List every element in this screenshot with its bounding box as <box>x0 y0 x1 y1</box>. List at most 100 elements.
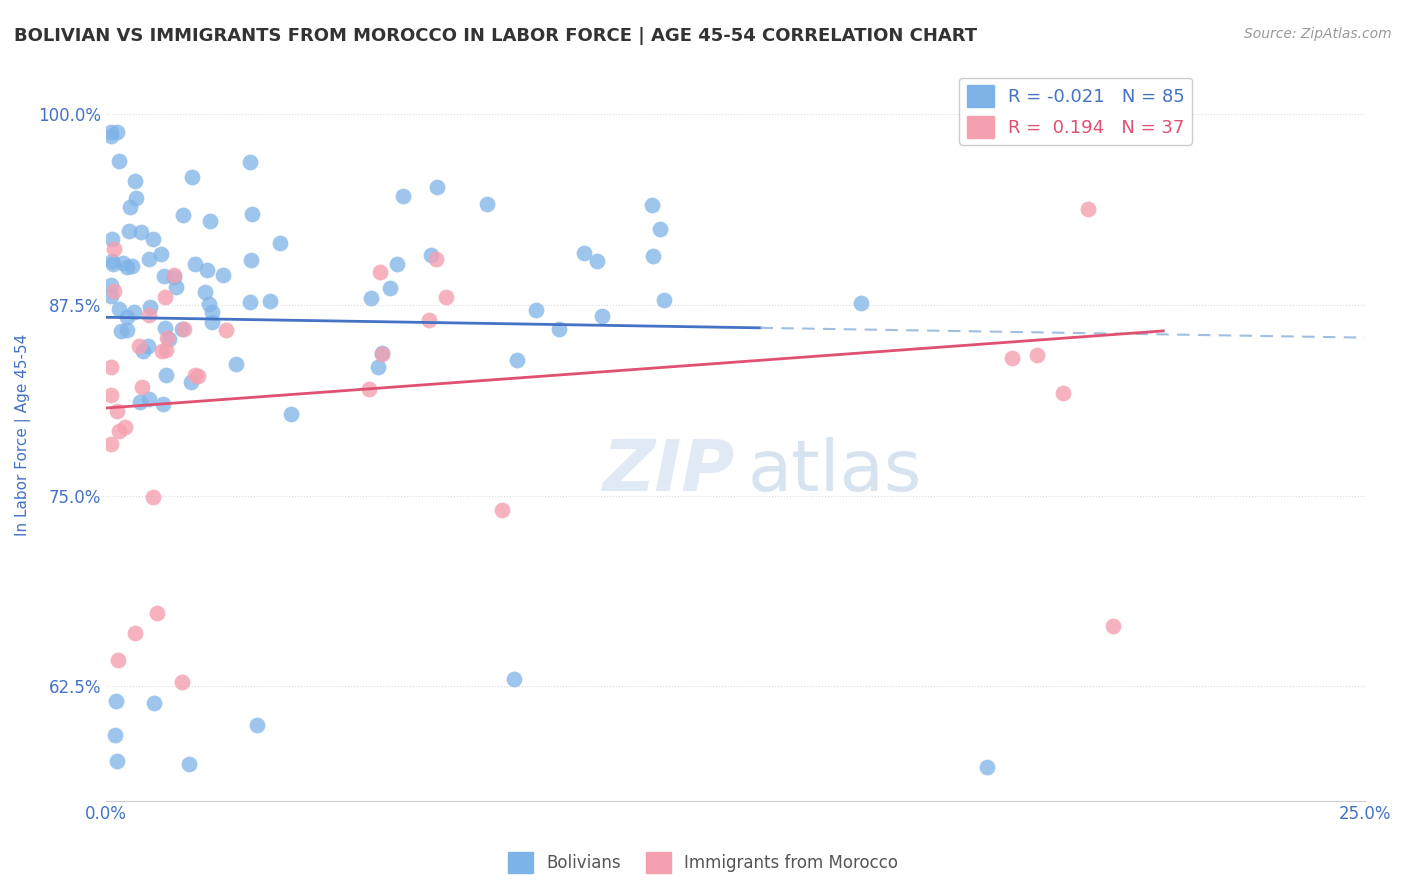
Point <box>153 290 176 304</box>
Point <box>100 359 122 374</box>
Point <box>162 270 184 285</box>
Point <box>648 222 671 236</box>
Point <box>107 424 129 438</box>
Point <box>131 380 153 394</box>
Point <box>477 196 499 211</box>
Point <box>378 280 401 294</box>
Point <box>105 404 128 418</box>
Point <box>187 368 209 383</box>
Point <box>118 200 141 214</box>
Point <box>142 491 165 505</box>
Point <box>641 198 664 212</box>
Text: atlas: atlas <box>748 437 922 506</box>
Point <box>115 310 138 325</box>
Point <box>1077 202 1099 216</box>
Point <box>101 257 124 271</box>
Point <box>976 760 998 774</box>
Point <box>104 728 127 742</box>
Point <box>103 285 125 299</box>
Point <box>179 756 201 771</box>
Point <box>155 343 177 358</box>
Point <box>184 257 207 271</box>
Point <box>146 606 169 620</box>
Point <box>574 246 596 260</box>
Point <box>124 626 146 640</box>
Point <box>100 128 122 143</box>
Point <box>100 232 122 246</box>
Point <box>170 322 193 336</box>
Point <box>195 262 218 277</box>
Point <box>239 294 262 309</box>
Point <box>426 179 449 194</box>
Point <box>246 718 269 732</box>
Point <box>240 207 263 221</box>
Point <box>107 653 129 667</box>
Point <box>503 673 526 687</box>
Point <box>172 674 194 689</box>
Point <box>198 297 221 311</box>
Point <box>181 169 204 184</box>
Point <box>368 264 391 278</box>
Point <box>142 696 165 710</box>
Point <box>212 268 235 282</box>
Point <box>105 755 128 769</box>
Point <box>163 268 186 282</box>
Point <box>269 235 291 250</box>
Point <box>100 125 122 139</box>
Point <box>150 247 173 261</box>
Point <box>387 257 409 271</box>
Point <box>425 252 447 267</box>
Point <box>259 294 281 309</box>
Point <box>194 285 217 299</box>
Point <box>506 353 529 368</box>
Point <box>201 305 224 319</box>
Point <box>156 331 179 345</box>
Point <box>652 293 675 308</box>
Point <box>172 208 194 222</box>
Point <box>152 397 174 411</box>
Point <box>138 392 160 406</box>
Point <box>371 346 394 360</box>
Point <box>108 154 131 169</box>
Point <box>150 344 173 359</box>
Point <box>184 368 207 382</box>
Point <box>142 232 165 246</box>
Point <box>115 260 138 275</box>
Point <box>118 224 141 238</box>
Point <box>548 322 571 336</box>
Legend: R = -0.021   N = 85, R =  0.194   N = 37: R = -0.021 N = 85, R = 0.194 N = 37 <box>959 78 1192 145</box>
Point <box>641 249 664 263</box>
Point <box>1026 348 1049 362</box>
Point <box>280 407 302 421</box>
Point <box>524 302 547 317</box>
Point <box>136 339 159 353</box>
Legend: Bolivians, Immigrants from Morocco: Bolivians, Immigrants from Morocco <box>501 846 905 880</box>
Point <box>105 125 128 139</box>
Point <box>491 502 513 516</box>
Point <box>122 305 145 319</box>
Point <box>117 323 139 337</box>
Point <box>131 344 153 359</box>
Point <box>200 315 222 329</box>
Text: ZIP: ZIP <box>603 437 735 506</box>
Point <box>100 278 122 293</box>
Point <box>104 694 127 708</box>
Point <box>124 174 146 188</box>
Point <box>357 382 380 396</box>
Point <box>138 308 160 322</box>
Point <box>165 280 187 294</box>
Point <box>1001 351 1024 366</box>
Point <box>585 254 607 268</box>
Point <box>173 322 195 336</box>
Point <box>110 324 132 338</box>
Point <box>198 213 221 227</box>
Point <box>155 321 177 335</box>
Point <box>129 394 152 409</box>
Point <box>1052 385 1074 400</box>
Point <box>591 309 613 323</box>
Point <box>121 259 143 273</box>
Point <box>1102 619 1125 633</box>
Point <box>215 322 238 336</box>
Point <box>180 375 202 389</box>
Point <box>239 155 262 169</box>
